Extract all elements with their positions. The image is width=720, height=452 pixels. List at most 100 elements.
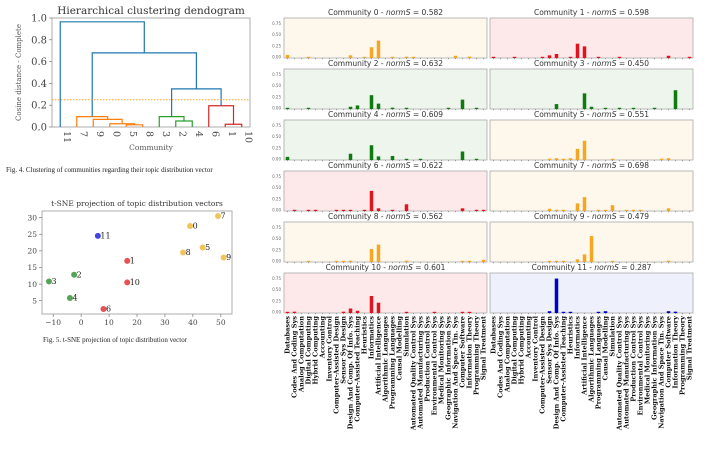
- scatter-point: [220, 254, 227, 261]
- bar: [666, 260, 671, 262]
- x-category-label: Algorithmic Languages: [382, 316, 390, 403]
- x-category-label: Production Control Sys: [630, 316, 638, 402]
- bar: [404, 260, 409, 262]
- x-tick-label: 40: [188, 318, 198, 327]
- y-tick-label: 0.25: [272, 196, 281, 201]
- plot-frame: [51, 17, 251, 128]
- y-tick-label: 0.50: [272, 32, 281, 37]
- bar: [568, 311, 573, 313]
- bar: [561, 209, 566, 211]
- y-tick-label: 0.6: [31, 57, 47, 68]
- scatter-point: [124, 257, 131, 264]
- x-category-label: Sensor Sys Design: [546, 316, 554, 384]
- x-category-label: Analog Computation: [504, 316, 512, 393]
- y-tick-label: 30: [27, 213, 37, 222]
- y-tick-label: 0.75: [272, 174, 281, 179]
- x-category-label: Computer-Assisted Design: [333, 316, 341, 414]
- x-tick-label: 1: [226, 131, 237, 137]
- x-category-label: Environmental Control Sys: [637, 316, 645, 416]
- bar: [554, 278, 559, 313]
- bar: [540, 56, 545, 58]
- bar: [589, 106, 594, 109]
- x-category-label: Simulation: [609, 316, 617, 357]
- bar: [376, 40, 381, 58]
- x-tick-label: 10: [242, 131, 253, 143]
- bar: [547, 311, 552, 313]
- x-category-label: Informatics: [574, 316, 582, 359]
- y-tick-label: 0.75: [272, 123, 281, 128]
- panel-frame: [489, 170, 694, 212]
- x-category-label: Analog Computation: [298, 316, 306, 393]
- bar: [467, 56, 472, 58]
- bar-panel-community-8: Community 8 - normS = 0.562 0.00 0.25 0.50 0…: [272, 212, 488, 264]
- bar: [603, 311, 608, 313]
- point-label: 4: [72, 294, 77, 303]
- x-tick-label: 0: [110, 131, 121, 137]
- y-tick-label: 0.75: [272, 72, 281, 77]
- panel-title: Community 5 - normS = 0.551: [534, 110, 649, 119]
- bar: [554, 104, 559, 109]
- bar: [292, 209, 297, 211]
- x-tick-label: 20: [132, 318, 142, 327]
- x-category-label: Inventory Control: [532, 316, 540, 382]
- y-tick-label: 0.00: [272, 157, 281, 162]
- point-label: 6: [106, 305, 111, 314]
- scatter-point: [94, 232, 101, 239]
- x-category-label: Informatics: [368, 316, 376, 359]
- panel-frame: [489, 17, 694, 59]
- bar: [474, 158, 479, 160]
- bar: [285, 54, 290, 58]
- x-tick-label: 50: [216, 318, 226, 327]
- bar-panel-community-0: Community 0 - normS = 0.582 0.00 0.25 0.50 0…: [272, 8, 488, 60]
- panel-title: Community 11 - normS = 0.287: [532, 263, 652, 272]
- scatter-point: [71, 271, 78, 278]
- bar: [460, 151, 465, 160]
- x-category-label: Navigation And Space Tin. Sys: [452, 316, 460, 429]
- y-tick-label: 0.25: [272, 145, 281, 150]
- y-tick-label: 1.0: [31, 14, 47, 25]
- bar: [561, 311, 566, 313]
- bar: [554, 209, 559, 211]
- scatter-point: [187, 222, 194, 229]
- panel-title: Community 4 - normS = 0.609: [328, 110, 443, 119]
- bar-panel-community-2: Community 2 - normS = 0.632 0.00 0.25 0.50 0…: [272, 59, 488, 111]
- figure-4-caption: Fig. 4. Clustering of communities regard…: [6, 166, 213, 174]
- scatter-point: [45, 278, 52, 285]
- bar: [369, 47, 374, 58]
- scatter-point: [124, 279, 131, 286]
- bar: [418, 158, 423, 160]
- x-category-label: Design And Comp. Of Info. Sys: [553, 316, 561, 430]
- x-tick-label: 3: [160, 131, 171, 137]
- x-category-label: Databases: [490, 316, 498, 354]
- x-category-label: Artificial Intelligence: [375, 316, 383, 396]
- x-category-label: Heuristics: [361, 316, 369, 354]
- x-category-label: Signal Treatment: [480, 315, 488, 380]
- y-tick-label: 0.00: [272, 310, 281, 315]
- bar: [610, 260, 615, 262]
- x-axis-label: Community: [129, 143, 174, 152]
- bar: [603, 209, 608, 211]
- bar: [355, 310, 360, 313]
- x-tick-label: 0: [79, 318, 84, 327]
- bar: [376, 244, 381, 262]
- point-label: 8: [186, 248, 191, 257]
- bar: [306, 107, 311, 109]
- bar: [617, 107, 622, 109]
- bar: [547, 208, 552, 211]
- x-tick-label: 4: [193, 131, 204, 137]
- x-category-label: Hybrid Computing: [312, 316, 320, 385]
- bar: [404, 158, 409, 160]
- x-category-label: Databases: [284, 316, 292, 354]
- x-category-label: Codes And Coding Sys: [497, 316, 505, 398]
- bar: [582, 197, 587, 211]
- y-tick-label: 0.50: [272, 185, 281, 190]
- x-category-label: Hybrid Computing: [518, 316, 526, 385]
- bar: [285, 311, 290, 313]
- bar: [561, 158, 566, 160]
- x-category-label: Automated Quality Control Sys: [616, 316, 624, 431]
- panel-title: Community 0 - normS = 0.582: [328, 8, 443, 17]
- panel-frame: [283, 272, 488, 314]
- bar: [285, 107, 290, 109]
- y-axis-label: Cosine distance - Complete: [15, 24, 23, 121]
- point-label: 9: [226, 253, 231, 262]
